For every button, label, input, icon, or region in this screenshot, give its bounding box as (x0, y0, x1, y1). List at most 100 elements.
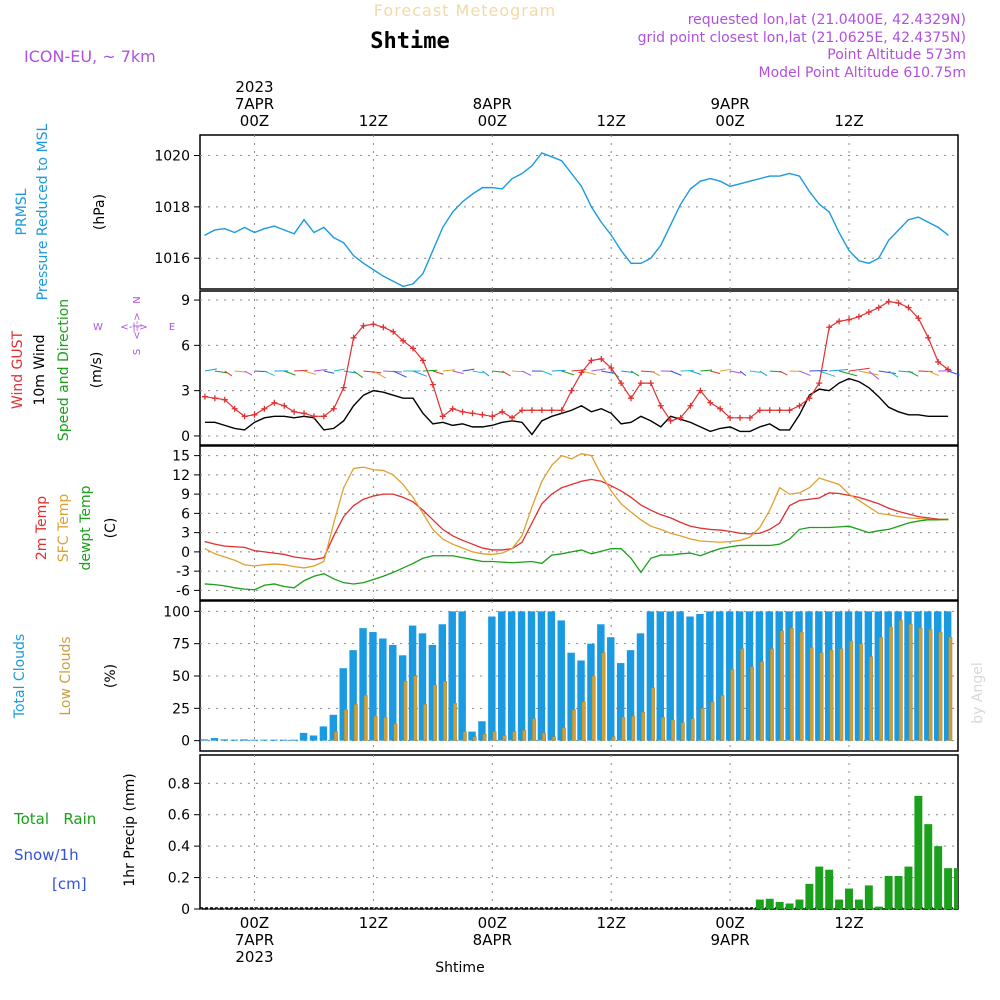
wind-direction-arrow (422, 369, 438, 372)
temperature-tick-label: 9 (181, 487, 190, 503)
temp-point (898, 525, 900, 527)
low-cloud-bar (492, 731, 497, 741)
location-title: Shtime (370, 29, 449, 54)
wind-gust-marker (281, 402, 288, 409)
bottom-time-label: 12Z (359, 914, 388, 932)
top-time-label: 00Z (478, 112, 507, 130)
temp-point (561, 487, 563, 489)
total-cloud-bar (270, 739, 278, 741)
temp-point (343, 487, 345, 489)
wind-direction-arrow (452, 370, 464, 375)
total-cloud-bar (230, 739, 238, 741)
temp-point (481, 553, 483, 555)
temp-point (244, 564, 246, 566)
bottom-time-label: 00Z (240, 914, 269, 932)
wind-direction-arrow (650, 370, 661, 377)
rain-bar (775, 901, 784, 909)
precip-bars (200, 795, 958, 909)
wind-label-2: 10m Wind (32, 334, 48, 405)
wind-direction-arrow (214, 370, 228, 374)
wind-direction-arrow (829, 369, 848, 372)
temp-point (888, 507, 890, 509)
wind-direction-arrow (432, 370, 444, 375)
wind-direction-arrow (670, 370, 682, 376)
total-cloud-bar (785, 611, 793, 741)
wind-gust-marker (301, 410, 308, 417)
wind-gust-marker (439, 413, 446, 420)
wind-direction-arrow (264, 370, 275, 377)
temp-point (927, 517, 929, 519)
wind-gust-marker (945, 366, 952, 373)
temp-point (551, 493, 553, 495)
precip-tick-label: 0.6 (168, 808, 190, 824)
pressure-point (343, 242, 345, 244)
total-cloud-bar (636, 633, 645, 741)
temp-point (204, 541, 206, 543)
pressure-point (382, 275, 384, 277)
bottom-time-label: 12Z (834, 914, 863, 932)
wind-direction-arrow (313, 368, 328, 372)
wind-direction-arrow (838, 370, 858, 377)
temp-point (590, 478, 592, 480)
low-cloud-bar (522, 730, 527, 741)
pressure-point (511, 178, 513, 180)
temp-point (868, 500, 870, 502)
wind-gust-marker (429, 381, 436, 388)
total-cloud-bar (329, 714, 338, 741)
temp-point (412, 496, 414, 498)
wind-unit: (m/s) (89, 352, 105, 389)
wind-gust-marker (241, 413, 248, 420)
wind-gust-marker (380, 324, 387, 331)
temp-point (848, 525, 850, 527)
clouds-unit: (%) (103, 664, 119, 688)
rain-bar (914, 795, 923, 909)
low-cloud-bar (393, 723, 398, 741)
temp-point (422, 557, 424, 559)
temp-point (382, 575, 384, 577)
temp-point (808, 526, 810, 528)
total-cloud-bar (369, 632, 377, 741)
temp-point (848, 493, 850, 495)
wind-direction-arrow (343, 370, 357, 374)
pressure-point (947, 234, 949, 236)
precip-grid (200, 755, 958, 910)
wind-gust-marker (707, 399, 714, 406)
temp-point (471, 551, 473, 553)
total-cloud-bar (537, 611, 546, 741)
wind-direction-arrow (383, 370, 402, 373)
temp-point (343, 516, 345, 518)
wind-tick-label: 0 (181, 429, 190, 445)
temp-point (244, 588, 246, 590)
temp-point (660, 514, 662, 516)
temp-point (214, 543, 216, 545)
low-cloud-bar (908, 624, 913, 741)
low-cloud-bar (591, 675, 596, 741)
compass-e: E (169, 322, 175, 333)
temp-point (779, 522, 781, 524)
wind-gust-marker (697, 387, 704, 394)
rain-bar (825, 869, 834, 909)
point-altitude: Point Altitude 573m (827, 47, 966, 63)
temp-point (234, 587, 236, 589)
low-cloud-bar (343, 709, 348, 741)
temp-point (343, 582, 345, 584)
low-cloud-bar (690, 718, 695, 741)
temp-point (392, 474, 394, 476)
pressure-point (491, 187, 493, 189)
wind-direction-arrow (521, 370, 532, 376)
pressure-point (719, 180, 721, 182)
temp-point (858, 528, 860, 530)
temp-point (313, 565, 315, 567)
temp-point (323, 557, 325, 559)
wind-direction-arrow (779, 370, 788, 376)
temp-point (858, 500, 860, 502)
temp-point (273, 563, 275, 565)
temp-point (541, 562, 543, 564)
low-cloud-bar (334, 731, 338, 741)
wind-gust-marker (231, 405, 238, 412)
grid-point-coords: grid point closest lon,lat (21.0625E, 42… (638, 30, 966, 46)
temp-point (481, 547, 483, 549)
total-cloud-bar (686, 616, 694, 741)
temperature-grid (200, 446, 958, 600)
temp-point (689, 552, 691, 554)
